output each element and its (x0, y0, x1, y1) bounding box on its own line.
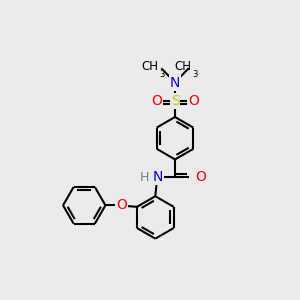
Text: H: H (140, 171, 149, 184)
Text: N: N (153, 170, 164, 184)
Text: O: O (151, 94, 162, 108)
Text: CH: CH (141, 60, 158, 73)
Text: CH: CH (175, 60, 192, 73)
Text: S: S (171, 94, 179, 108)
Text: 3: 3 (159, 70, 164, 79)
Text: O: O (188, 94, 199, 108)
Text: O: O (195, 170, 206, 184)
Text: N: N (170, 76, 180, 90)
Text: O: O (116, 198, 127, 212)
Text: 3: 3 (192, 70, 198, 79)
